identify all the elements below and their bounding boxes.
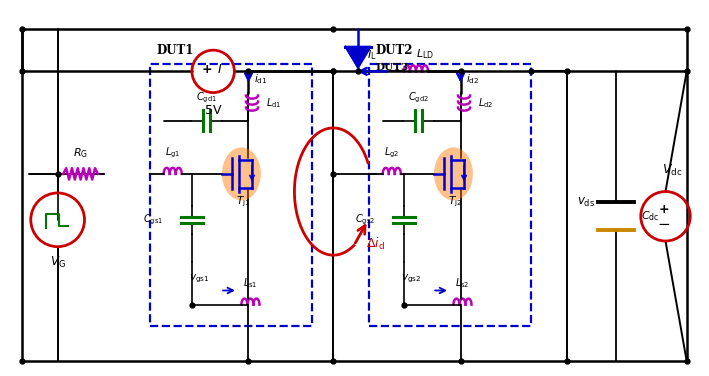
- Ellipse shape: [222, 147, 261, 200]
- Text: $L_\mathrm{d2}$: $L_\mathrm{d2}$: [478, 96, 493, 110]
- Text: $i_\mathrm{d1}$: $i_\mathrm{d1}$: [254, 72, 267, 86]
- Text: DUT3: DUT3: [376, 63, 409, 72]
- Text: $L_\mathrm{s1}$: $L_\mathrm{s1}$: [243, 277, 258, 291]
- Polygon shape: [345, 47, 371, 68]
- Text: $v_\mathrm{gs1}$: $v_\mathrm{gs1}$: [189, 272, 209, 285]
- Text: $L_\mathrm{LD}$: $L_\mathrm{LD}$: [416, 47, 434, 61]
- Text: −: −: [658, 217, 671, 232]
- Text: $V_\mathrm{dc}$: $V_\mathrm{dc}$: [662, 163, 683, 178]
- Text: $T_\mathrm{j1}$: $T_\mathrm{j1}$: [235, 195, 250, 209]
- Text: $L_\mathrm{d1}$: $L_\mathrm{d1}$: [266, 96, 281, 110]
- Text: $v_\mathrm{gs2}$: $v_\mathrm{gs2}$: [401, 272, 421, 285]
- Text: $V_\mathrm{G}$: $V_\mathrm{G}$: [50, 255, 65, 270]
- Text: I: I: [218, 63, 221, 76]
- Text: +: +: [659, 203, 669, 216]
- Text: $\Delta i_\mathrm{d}$: $\Delta i_\mathrm{d}$: [367, 236, 385, 252]
- Text: 5V: 5V: [205, 104, 221, 117]
- Text: $L_\mathrm{g2}$: $L_\mathrm{g2}$: [384, 146, 400, 160]
- Ellipse shape: [434, 147, 473, 200]
- Text: $v_\mathrm{ds}$: $v_\mathrm{ds}$: [577, 196, 596, 209]
- Text: +: +: [201, 63, 212, 76]
- Text: $L_\mathrm{g1}$: $L_\mathrm{g1}$: [165, 146, 181, 160]
- Text: DUT2: DUT2: [376, 44, 413, 57]
- Text: $i_\mathrm{d2}$: $i_\mathrm{d2}$: [467, 72, 479, 86]
- Text: $I_\mathrm{L}$: $I_\mathrm{L}$: [367, 49, 377, 62]
- Text: $C_\mathrm{dc}$: $C_\mathrm{dc}$: [641, 209, 659, 223]
- Text: $C_\mathrm{gs1}$: $C_\mathrm{gs1}$: [143, 212, 164, 227]
- Text: $L_\mathrm{s2}$: $L_\mathrm{s2}$: [455, 277, 470, 291]
- Text: $C_\mathrm{gd1}$: $C_\mathrm{gd1}$: [196, 91, 217, 105]
- Text: $R_\mathrm{G}$: $R_\mathrm{G}$: [73, 146, 88, 160]
- Text: $C_\mathrm{gd2}$: $C_\mathrm{gd2}$: [408, 91, 429, 105]
- Text: DUT1: DUT1: [157, 44, 194, 57]
- Text: $C_\mathrm{gs2}$: $C_\mathrm{gs2}$: [355, 212, 376, 227]
- Text: $T_\mathrm{j2}$: $T_\mathrm{j2}$: [448, 195, 462, 209]
